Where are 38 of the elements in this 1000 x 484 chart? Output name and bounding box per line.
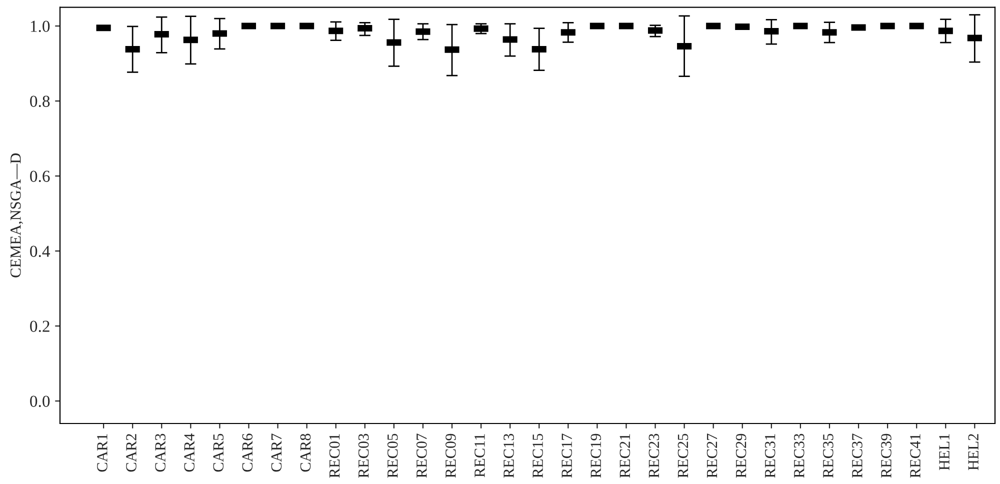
y-tick-label: 0.0	[30, 396, 50, 408]
x-tick-label: REC41	[910, 434, 920, 478]
x-tick-label: REC19	[590, 434, 602, 478]
x-tick-label: REC11	[474, 434, 485, 478]
x-tick-label: REC03	[358, 434, 369, 478]
x-tick-label: HEL2	[968, 434, 978, 470]
x-tick-label: REC05	[387, 434, 398, 478]
x-tick-label: REC27	[706, 434, 718, 478]
x-tick-label: REC25	[678, 434, 688, 478]
x-tick-label: REC07	[416, 434, 427, 478]
x-tick-label: CAR4	[184, 433, 194, 472]
y-tick-label: 0.6	[30, 170, 50, 182]
x-tick-label: REC01	[329, 434, 340, 478]
y-tick-label: 1.0	[30, 20, 50, 32]
x-tick-label: CAR1	[97, 434, 108, 472]
x-tick-label: REC13	[504, 434, 514, 478]
x-tick-label: CAR3	[155, 434, 166, 472]
y-tick-label: 0.4	[30, 246, 50, 258]
x-tick-label: REC39	[881, 434, 892, 478]
x-tick-label: CAR8	[300, 434, 311, 472]
x-tick-label: REC31	[764, 434, 776, 478]
x-tick-label: REC29	[736, 434, 746, 478]
x-tick-label: CAR2	[126, 434, 136, 472]
x-tick-label: REC33	[794, 434, 804, 478]
x-tick-label: REC21	[620, 434, 630, 478]
x-tick-label: REC35	[823, 434, 834, 478]
y-tick-label: 0.8	[30, 96, 50, 108]
x-tick-label: CAR6	[242, 434, 253, 472]
x-tick-label: REC09	[446, 434, 456, 478]
x-tick-label: CAR5	[213, 434, 224, 472]
x-tick-label: CAR7	[271, 434, 282, 472]
x-tick-label: REC17	[562, 434, 572, 478]
x-tick-label: REC37	[852, 434, 862, 478]
x-tick-label: HEL1	[939, 434, 950, 470]
y-tick-label: 0.2	[30, 320, 50, 332]
x-tick-label: REC15	[532, 434, 543, 478]
x-tick-label: REC23	[648, 434, 660, 478]
y-axis-title: CEMEA,NSGA—D	[10, 153, 23, 278]
